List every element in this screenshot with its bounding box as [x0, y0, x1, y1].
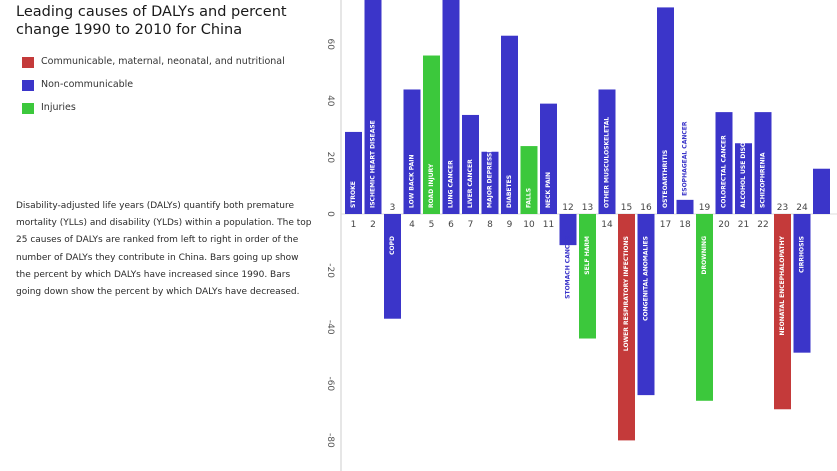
- bar-12: [559, 214, 577, 246]
- rank-label: 13: [582, 203, 593, 213]
- rank-label: 6: [448, 220, 454, 230]
- cause-label: MAJOR DEPRESSIVE DISORDER: [487, 104, 494, 208]
- rank-label: 24: [796, 203, 808, 213]
- cause-label: DROWNING: [701, 236, 708, 275]
- chart-title: Leading causes of DALYs and percent chan…: [16, 4, 287, 38]
- bar-9: [501, 35, 518, 215]
- bar-7: [462, 114, 479, 214]
- rank-label: 2: [370, 220, 376, 230]
- rank-label: 1: [351, 220, 357, 230]
- rank-label: 18: [679, 220, 691, 230]
- rank-label: 4: [409, 220, 415, 230]
- bar-21: [735, 143, 752, 214]
- legend-label: Non-communicable: [41, 79, 134, 90]
- cause-label: SELF HARM: [584, 236, 591, 275]
- rank-label: 12: [562, 203, 573, 213]
- cause-label: ROAD INJURY: [428, 163, 435, 208]
- cause-label: STROKE: [350, 181, 357, 208]
- cause-label: SCHIZOPHRENIA: [760, 152, 767, 208]
- bar-18: [676, 199, 694, 214]
- bar-24: [793, 214, 811, 353]
- bar-14: [598, 89, 616, 214]
- y-tick-label: -60: [325, 376, 335, 391]
- rank-label: 15: [621, 203, 632, 213]
- rank-label: 8: [487, 220, 493, 230]
- rank-label: 9: [507, 220, 513, 230]
- cause-label: OSTEOARTHRITIS: [662, 150, 669, 208]
- y-tick-label: 0: [325, 211, 335, 217]
- y-tick-label: 40: [325, 95, 335, 107]
- cause-label: LOWER RESPIRATORY INFECTIONS: [623, 236, 630, 351]
- cause-label: ESOPHAGEAL CANCER: [682, 121, 689, 196]
- rank-label: 22: [757, 220, 768, 230]
- bar-3: [384, 214, 401, 319]
- legend-swatch: [22, 57, 34, 68]
- cause-label: OTHER MUSCULOSKELETAL: [604, 117, 611, 208]
- cause-label: LOW BACK PAIN: [409, 154, 416, 208]
- y-tick-label: 20: [325, 152, 335, 164]
- legend-swatch: [22, 103, 34, 114]
- legend-label: Injuries: [41, 102, 76, 113]
- y-tick-label: -40: [325, 320, 335, 335]
- legend-label: Communicable, maternal, neonatal, and nu…: [41, 56, 285, 67]
- cause-label: STOMACH CANCER: [565, 236, 572, 299]
- bar-10: [520, 146, 538, 214]
- bar-8: [481, 151, 499, 214]
- rank-label: 17: [660, 220, 671, 230]
- rank-label: 14: [601, 220, 613, 230]
- bar-23: [774, 214, 791, 410]
- cause-label: DIABETES: [506, 175, 513, 208]
- bar-extra: [813, 168, 830, 214]
- rank-label: 11: [543, 220, 554, 230]
- cause-label: NEONATAL ENCEPHALOPATHY: [779, 235, 786, 335]
- bar-13: [579, 214, 596, 339]
- bar-16: [637, 214, 655, 396]
- y-tick-label: -80: [325, 433, 335, 448]
- rank-label: 16: [640, 203, 652, 213]
- cause-label: ALCOHOL USE DISORDERS: [740, 119, 747, 208]
- bar-11: [540, 103, 557, 214]
- bar-1: [345, 131, 362, 214]
- cause-label: CIRRHOSIS: [799, 236, 806, 273]
- chart-description: Disability-adjusted life years (DALYs) q…: [16, 201, 312, 298]
- bar-22: [754, 112, 772, 214]
- rank-label: 3: [390, 203, 396, 213]
- cause-label: COPD: [389, 236, 396, 255]
- rank-label: 23: [777, 203, 788, 213]
- cause-label: LIVER CANCER: [467, 159, 474, 208]
- bar-17: [657, 7, 674, 214]
- cause-label: CONGENITAL ANOMALIES: [643, 236, 650, 321]
- y-tick-label: 60: [325, 38, 335, 50]
- legend-swatch: [22, 80, 34, 91]
- y-tick-label: -20: [325, 263, 335, 278]
- cause-label: FALLS: [526, 188, 533, 208]
- cause-label: NECK PAIN: [545, 172, 552, 208]
- bar-15: [618, 214, 635, 441]
- cause-label: COLORECTAL CANCER: [721, 135, 728, 208]
- rank-label: 5: [429, 220, 435, 230]
- rank-label: 7: [468, 220, 474, 230]
- bar-19: [696, 214, 713, 401]
- bar-5: [423, 55, 440, 214]
- rank-label: 20: [718, 220, 730, 230]
- rank-label: 19: [699, 203, 711, 213]
- bar-4: [403, 89, 421, 214]
- rank-label: 21: [738, 220, 749, 230]
- bar-2: [364, 0, 382, 214]
- cause-label: LUNG CANCER: [448, 160, 455, 208]
- rank-label: 10: [523, 220, 535, 230]
- bar-20: [715, 112, 733, 214]
- bar-6: [442, 0, 460, 214]
- cause-label: ISCHEMIC HEART DISEASE: [370, 120, 377, 208]
